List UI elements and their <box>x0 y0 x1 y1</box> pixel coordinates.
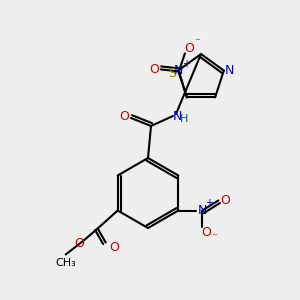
Text: ⁻: ⁻ <box>212 232 217 242</box>
Text: O: O <box>74 237 84 250</box>
Text: CH₃: CH₃ <box>55 257 76 268</box>
Text: S: S <box>168 67 176 80</box>
Text: O: O <box>109 241 118 254</box>
Text: +: + <box>182 59 190 69</box>
Text: N: N <box>198 204 207 217</box>
Text: ⁻: ⁻ <box>194 38 200 47</box>
Text: N: N <box>174 64 184 77</box>
Text: H: H <box>180 114 188 124</box>
Text: O: O <box>220 194 230 207</box>
Text: N: N <box>172 110 182 122</box>
Text: +: + <box>205 199 213 208</box>
Text: O: O <box>149 63 159 76</box>
Text: O: O <box>201 226 211 239</box>
Text: O: O <box>119 110 129 124</box>
Text: O: O <box>184 42 194 55</box>
Text: N: N <box>225 64 235 77</box>
